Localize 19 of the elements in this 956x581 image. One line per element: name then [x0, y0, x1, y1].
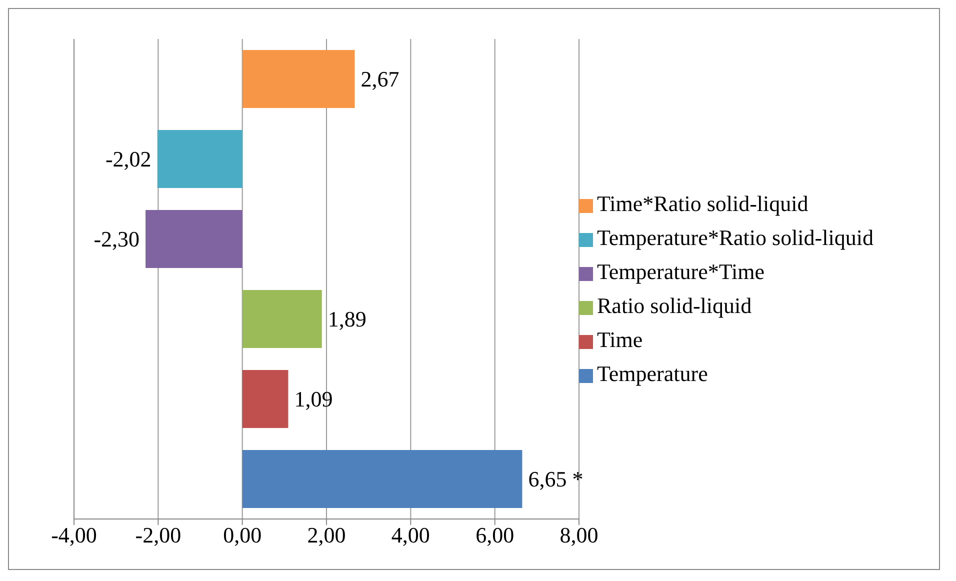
data-label: 1,09	[294, 386, 333, 412]
legend-label: Ratio solid-liquid	[597, 293, 752, 318]
x-tick-label: 4,00	[391, 522, 430, 548]
x-tick-label: -4,00	[51, 522, 97, 548]
legend-label: Time	[597, 327, 643, 352]
data-label: 6,65 *	[528, 466, 584, 492]
data-label: 1,89	[328, 306, 366, 332]
legend-label: Time*Ratio solid-liquid	[597, 191, 808, 216]
data-label: -2,30	[94, 226, 140, 252]
x-tick-label: 8,00	[560, 522, 598, 548]
data-label: -2,02	[105, 146, 152, 172]
x-tick-label: -2,00	[135, 522, 182, 548]
legend-label: Temperature*Time	[597, 259, 764, 284]
x-tick-label: 2,00	[307, 522, 346, 548]
data-label: 2,67	[360, 66, 400, 92]
x-tick-label: 0,00	[223, 522, 262, 548]
legend-label: Temperature	[597, 361, 708, 386]
legend-label: Temperature*Ratio solid-liquid	[597, 225, 874, 250]
x-tick-label: 6,00	[476, 522, 514, 548]
